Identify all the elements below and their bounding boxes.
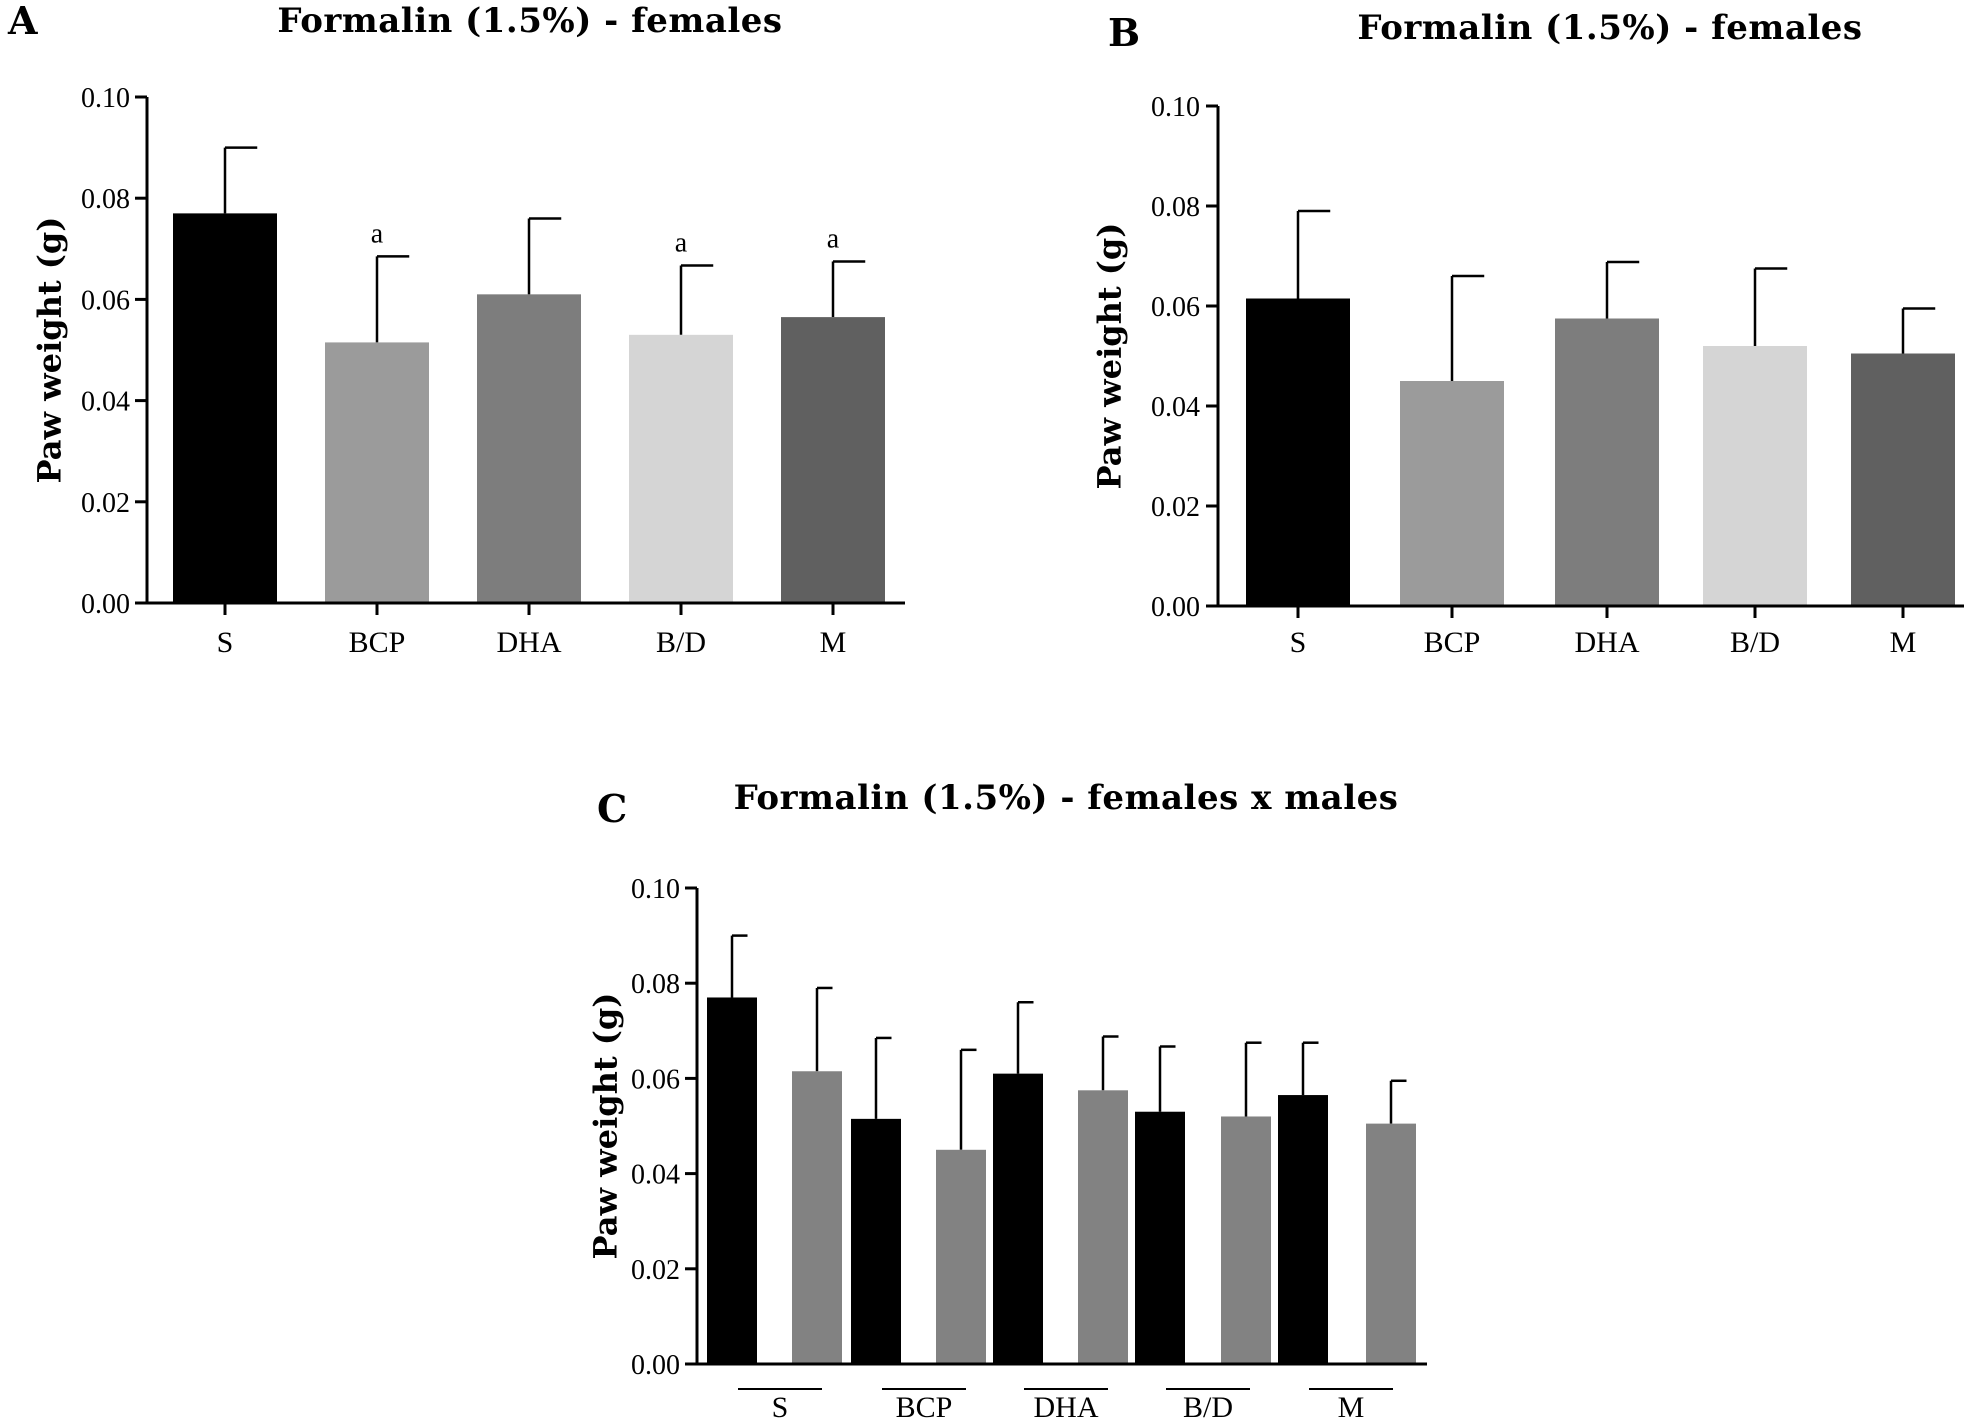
x-category-label: S (217, 626, 234, 659)
significance-annotation: a (827, 223, 840, 254)
y-tick-label: 0.04 (631, 1160, 680, 1191)
y-tick-label: 0.08 (631, 969, 680, 1000)
bar (1703, 346, 1807, 606)
bar-females (1278, 1095, 1328, 1364)
y-tick-label: 0.04 (81, 387, 130, 418)
bar-females (1135, 1111, 1185, 1364)
x-category-label: B/D (1183, 1391, 1233, 1424)
x-category-label: S (772, 1391, 789, 1424)
panel-letter: C (597, 786, 627, 831)
bar (629, 334, 733, 603)
y-axis-label: Paw weight (g) (31, 217, 69, 484)
chart-title: Formalin (1.5%) - females (1357, 8, 1862, 48)
y-tick-label: 0.10 (1151, 92, 1200, 123)
y-tick-label: 0.02 (1151, 492, 1200, 523)
y-tick-label: 0.02 (81, 488, 130, 519)
y-tick-label: 0.08 (81, 184, 130, 215)
chart-title: Formalin (1.5%) - females (277, 1, 782, 41)
panel-b: B Formalin (1.5%) - females Paw weight (g)… (1091, 8, 1964, 659)
bar-males (1221, 1116, 1271, 1364)
bar-females (851, 1118, 901, 1364)
y-tick-label: 0.00 (631, 1350, 680, 1381)
bar (1555, 318, 1659, 606)
bar-males (1366, 1123, 1416, 1364)
x-category-label: BCP (1424, 626, 1481, 659)
y-tick-label: 0.02 (631, 1255, 680, 1286)
chart-title: Formalin (1.5%) - females x males (734, 778, 1399, 818)
y-axis-label: Paw weight (g) (587, 993, 625, 1260)
x-category-label: DHA (1575, 626, 1640, 659)
x-category-label: B/D (656, 626, 706, 659)
bar-males (792, 1071, 842, 1364)
x-category-label: M (820, 626, 847, 659)
bar (1400, 381, 1504, 606)
x-category-label: BCP (349, 626, 406, 659)
y-tick-label: 0.10 (631, 874, 680, 905)
y-tick-label: 0.08 (1151, 192, 1200, 223)
x-category-label: DHA (1034, 1391, 1099, 1424)
bar-females (993, 1073, 1043, 1364)
bar (781, 317, 885, 603)
significance-annotation: a (371, 218, 384, 249)
x-category-label: B/D (1730, 626, 1780, 659)
panel-letter: A (7, 0, 38, 43)
x-category-label: BCP (896, 1391, 953, 1424)
y-tick-label: 0.06 (1151, 292, 1200, 323)
y-tick-label: 0.00 (1151, 592, 1200, 623)
x-category-label: DHA (497, 626, 562, 659)
y-tick-label: 0.00 (81, 589, 130, 620)
y-tick-label: 0.06 (81, 285, 130, 316)
x-category-label: S (1290, 626, 1307, 659)
bar (477, 294, 581, 603)
bar (1851, 353, 1955, 606)
y-tick-label: 0.10 (81, 83, 130, 114)
y-tick-label: 0.04 (1151, 392, 1200, 423)
x-category-label: M (1338, 1391, 1365, 1424)
bar-males (936, 1149, 986, 1364)
significance-annotation: a (675, 227, 688, 258)
bar (1246, 298, 1350, 606)
y-axis-label: Paw weight (g) (1091, 223, 1129, 490)
bar-males (1078, 1090, 1128, 1364)
panel-letter: B (1108, 10, 1140, 55)
x-category-label: M (1890, 626, 1917, 659)
panel-c: C Formalin (1.5%) - females x males Paw we… (587, 778, 1427, 1424)
y-tick-label: 0.06 (631, 1064, 680, 1095)
bar (173, 213, 277, 603)
bar-females (707, 997, 757, 1364)
bar (325, 342, 429, 603)
panel-a: A Formalin (1.5%) - females Paw weight (g)… (7, 0, 905, 659)
